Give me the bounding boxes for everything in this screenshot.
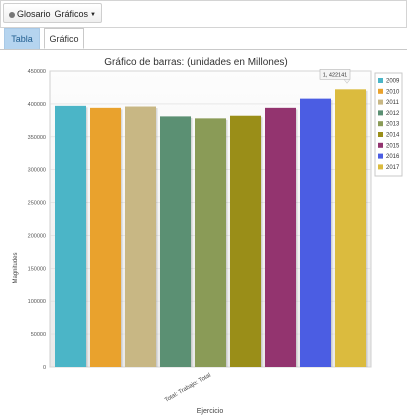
bar-2014[interactable] xyxy=(230,115,261,368)
y-tick-label: 300000 xyxy=(28,168,46,174)
legend-label-2014: 2014 xyxy=(386,133,400,139)
bar-2013[interactable] xyxy=(195,118,226,367)
tooltip-box xyxy=(319,69,351,80)
tab-chart[interactable]: Gráfico xyxy=(44,28,84,49)
bar-2012[interactable] xyxy=(160,116,191,368)
glossary-label: Glosario xyxy=(17,9,51,19)
legend-label-2009: 2009 xyxy=(386,79,400,85)
legend-label-2013: 2013 xyxy=(386,122,400,128)
y-axis-label: Magnitudes xyxy=(13,252,19,283)
y-tick-label: 200000 xyxy=(28,233,46,239)
charts-menu-label: Gráficos xyxy=(54,9,89,19)
y-tick-label: 0 xyxy=(43,365,46,371)
view-tabs: Tabla Gráfico xyxy=(0,28,407,50)
legend-label-2012: 2012 xyxy=(386,111,400,117)
bars xyxy=(55,89,368,368)
bar-2009[interactable] xyxy=(55,105,86,368)
legend-swatch-2017 xyxy=(378,164,383,170)
toolbar: Glosario Gráficos ▼ xyxy=(0,0,407,28)
legend-label-2016: 2016 xyxy=(386,154,400,160)
chevron-down-icon: ▼ xyxy=(90,11,96,18)
gear-icon xyxy=(9,11,15,18)
tab-table[interactable]: Tabla xyxy=(4,28,40,49)
legend-swatch-2009 xyxy=(378,78,383,83)
legend-label-2011: 2011 xyxy=(386,100,400,106)
glossary-button[interactable]: Glosario Gráficos ▼ xyxy=(3,3,102,23)
tooltip: 1, 422141 xyxy=(319,69,351,84)
tooltip-text: 1, 422141 xyxy=(323,72,347,78)
x-category-label: Total: Trabajo: Total xyxy=(164,373,212,404)
bar-2016[interactable] xyxy=(300,98,331,368)
y-tick-label: 250000 xyxy=(28,201,46,207)
bar-2017[interactable] xyxy=(335,89,366,368)
legend-swatch-2013 xyxy=(378,121,383,127)
bar-chart: Gráfico de barras: (unidades en Millones… xyxy=(13,57,403,415)
y-tick-label: 350000 xyxy=(28,135,46,141)
bar-2010[interactable] xyxy=(90,107,121,367)
y-tick-label: 400000 xyxy=(28,102,46,108)
chart-title: Gráfico de barras: (unidades en Millones… xyxy=(104,57,287,68)
tooltip-pointer xyxy=(343,79,351,84)
y-tick-label: 50000 xyxy=(31,332,46,338)
legend-swatch-2010 xyxy=(378,88,383,94)
legend: 2009 2010 2011 2012 2013 2014 2015 2016 2017 xyxy=(374,72,403,177)
legend-swatch-2015 xyxy=(378,142,383,148)
bar-2015[interactable] xyxy=(265,107,296,367)
bar-2011[interactable] xyxy=(125,106,156,367)
y-tick-label: 450000 xyxy=(28,69,46,75)
y-tick-label: 100000 xyxy=(28,299,46,305)
legend-label-2017: 2017 xyxy=(386,165,400,171)
legend-swatch-2012 xyxy=(378,110,383,116)
y-tick-label: 150000 xyxy=(28,266,46,272)
y-axis-ticks: 0 50000 100000 150000 200000 250000 300000 3500… xyxy=(28,69,46,371)
legend-swatch-2016 xyxy=(378,153,383,159)
legend-swatch-2014 xyxy=(378,132,383,137)
x-axis-label: Ejercicio xyxy=(197,408,224,415)
legend-swatch-2011 xyxy=(378,99,383,105)
legend-label-2010: 2010 xyxy=(386,89,400,95)
legend-label-2015: 2015 xyxy=(386,143,400,149)
